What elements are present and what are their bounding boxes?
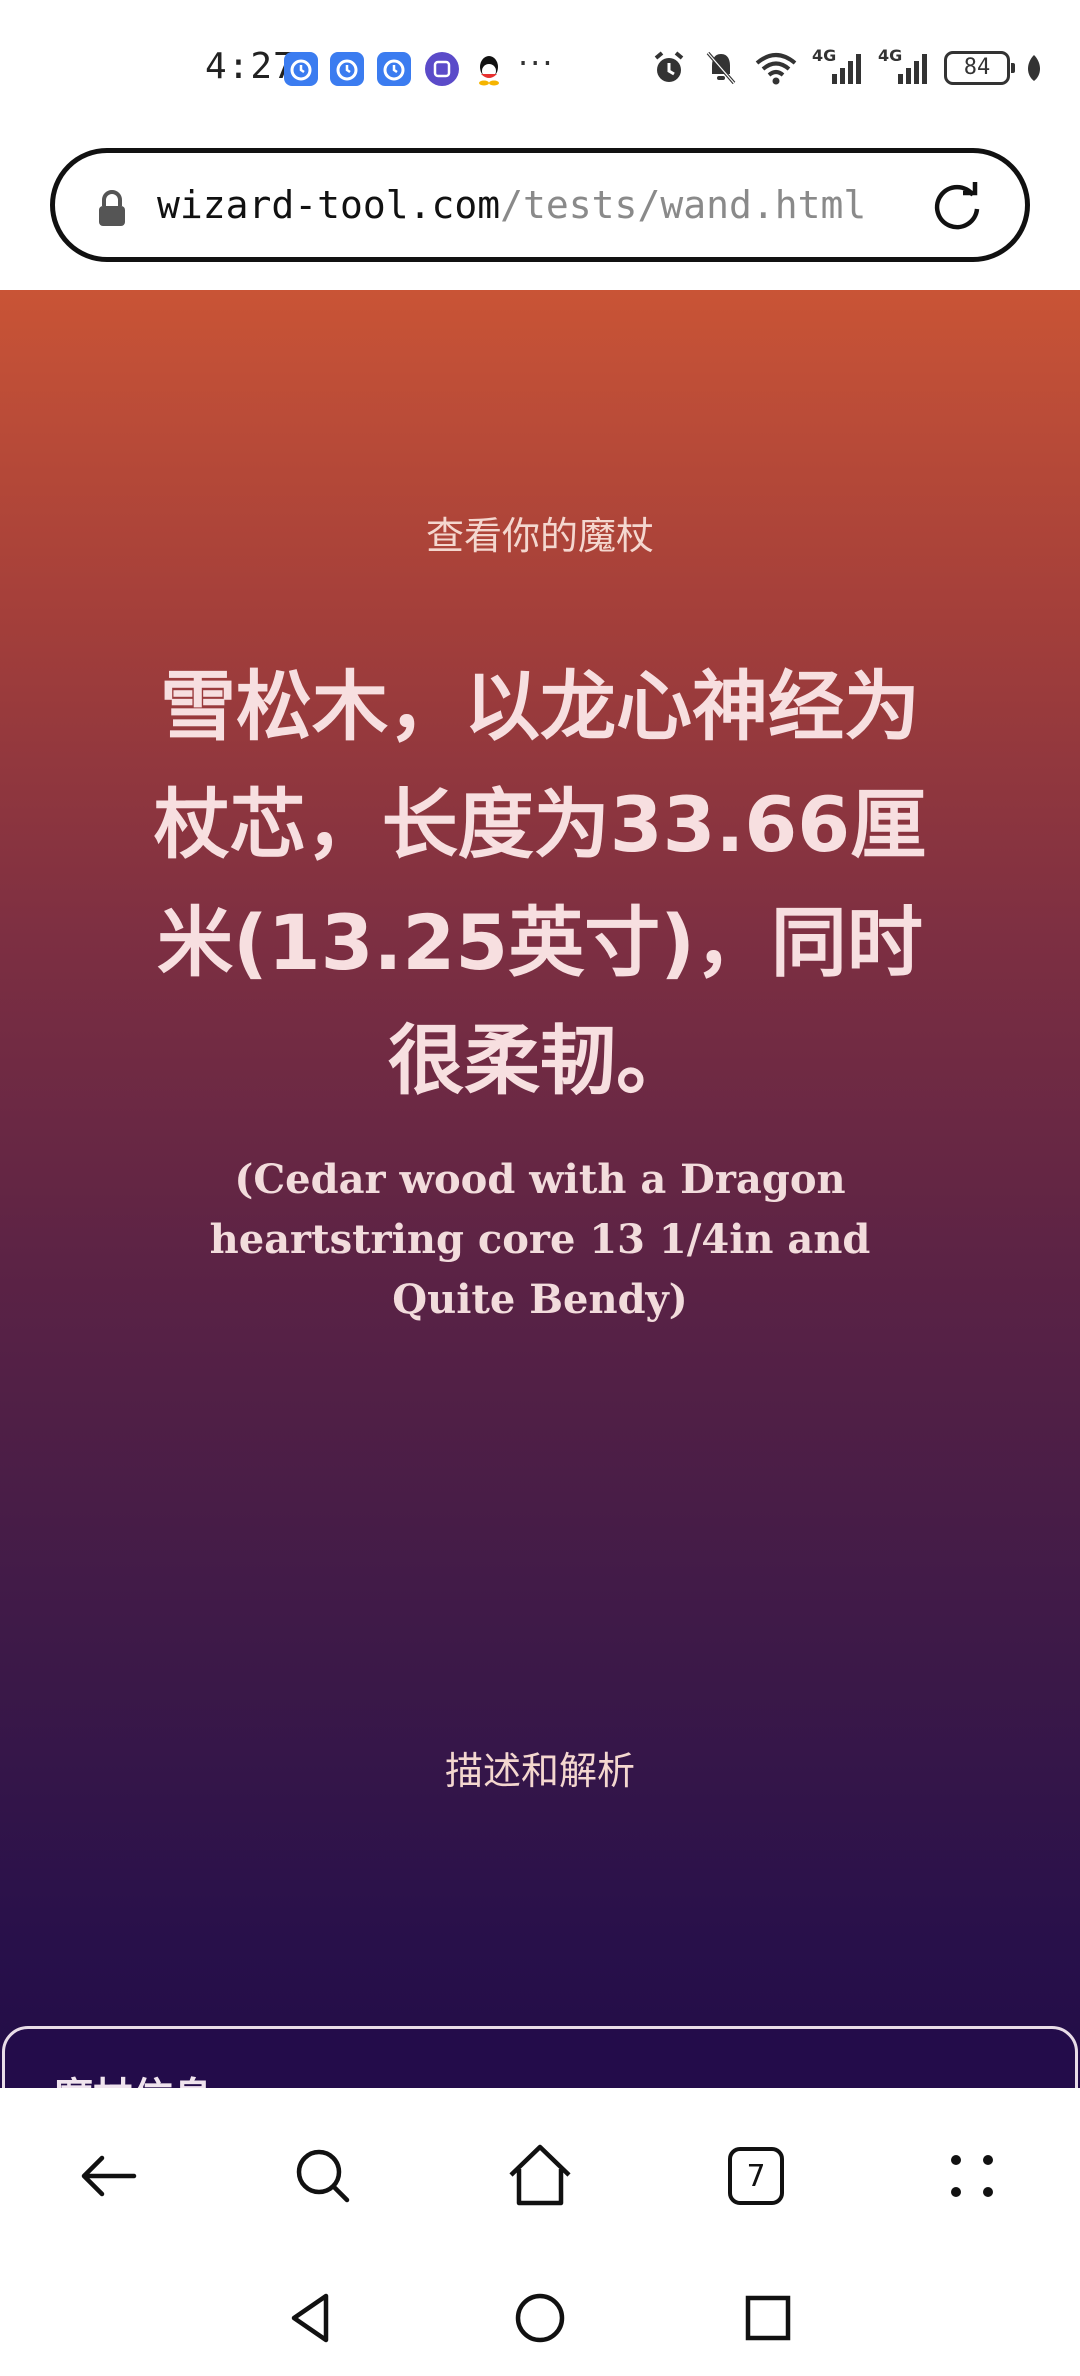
network-type-label: 4G — [878, 46, 903, 65]
card-title: 魔杖信息 — [53, 2065, 213, 2088]
system-navigation-bar — [0, 2258, 1080, 2376]
tabs-button[interactable]: 7 — [720, 2140, 792, 2212]
circle-home-icon — [515, 2293, 565, 2343]
lock-icon — [99, 190, 125, 226]
description-section-label: 描述和解析 — [444, 1749, 635, 1793]
home-button[interactable] — [504, 2140, 576, 2212]
home-icon — [509, 2144, 571, 2206]
alarm-app-icon — [330, 52, 364, 86]
wand-headline: 雪松木，以龙心神经为杖芯，长度为33.66厘米(13.25英寸)，同时很柔韧。 — [153, 662, 927, 1105]
wifi-icon — [755, 53, 797, 85]
alarm-app-icon — [284, 52, 318, 86]
browser-toolbar: 7 — [0, 2088, 1080, 2258]
url-path: /tests/wand.html — [500, 183, 867, 227]
battery-indicator: 84 — [944, 51, 1015, 85]
back-button[interactable] — [72, 2140, 144, 2212]
status-time: 4:27 — [205, 46, 296, 87]
cellular-signal-1: 4G — [812, 46, 864, 88]
tieba-icon — [425, 52, 459, 86]
wand-info-card: 魔杖信息 — [2, 2026, 1078, 2088]
system-back-button[interactable] — [278, 2286, 342, 2350]
cellular-signal-2: 4G — [878, 46, 930, 88]
page-kicker: 查看你的魔杖 — [425, 514, 654, 558]
qq-icon — [472, 52, 506, 86]
leaf-icon — [1028, 55, 1040, 81]
tabs-icon: 7 — [728, 2147, 784, 2205]
signal-bars-icon — [898, 54, 927, 84]
network-type-label: 4G — [812, 46, 837, 65]
url-text[interactable]: wizard-tool.com/tests/wand.html — [157, 183, 866, 227]
signal-bars-icon — [832, 54, 861, 84]
alarm-icon — [654, 51, 684, 82]
more-notifications-icon: ··· — [518, 44, 555, 82]
back-arrow-icon — [81, 2155, 137, 2197]
alarm-app-icon — [377, 52, 411, 86]
tab-count: 7 — [746, 2158, 766, 2194]
status-bar: 4:27 ··· 4G — [0, 0, 1080, 140]
triangle-back-icon — [291, 2293, 329, 2343]
page-content: 查看你的魔杖 雪松木，以龙心神经为杖芯，长度为33.66厘米(13.25英寸)，… — [0, 290, 1080, 2088]
mute-icon — [706, 51, 736, 85]
system-recents-button[interactable] — [736, 2286, 800, 2350]
wand-subtitle: (Cedar wood with a Dragon heartstring co… — [209, 1156, 871, 1323]
system-home-button[interactable] — [508, 2286, 572, 2350]
url-host: wizard-tool.com — [157, 183, 501, 227]
reload-icon[interactable] — [929, 179, 985, 235]
address-bar[interactable]: wizard-tool.com/tests/wand.html — [50, 148, 1030, 262]
search-icon — [296, 2149, 350, 2203]
grid-menu-icon — [951, 2155, 993, 2197]
square-recents-icon — [745, 2295, 791, 2341]
status-icons: 4G 4G 84 — [650, 44, 1044, 92]
menu-button[interactable] — [936, 2140, 1008, 2212]
search-button[interactable] — [287, 2140, 359, 2212]
